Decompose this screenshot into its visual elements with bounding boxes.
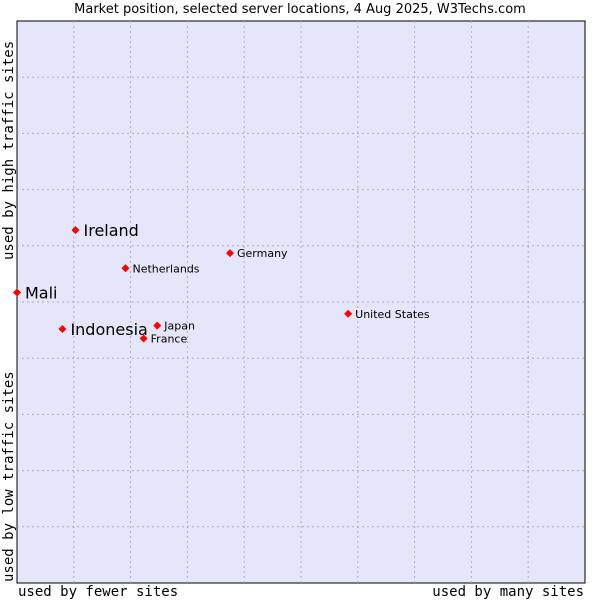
data-point-marker	[153, 321, 162, 330]
data-point-marker	[139, 334, 148, 343]
data-point-marker	[344, 309, 353, 318]
data-point-label: Germany	[237, 247, 288, 260]
x-axis-label-high: used by many sites	[432, 584, 584, 600]
data-point-label: Japan	[163, 320, 195, 333]
chart-title: Market position, selected server locatio…	[74, 2, 526, 17]
y-axis-label-high: used by high traffic sites	[1, 40, 17, 260]
data-points: Ireland Mali Indonesia Germany Netherlands Un…	[13, 221, 430, 346]
data-point-label: France	[151, 333, 188, 346]
data-point-label: Mali	[25, 283, 58, 302]
data-point-label: Netherlands	[132, 262, 199, 275]
data-point-label: Indonesia	[70, 320, 147, 339]
data-point-marker	[71, 226, 80, 235]
x-axis-label-low: used by fewer sites	[18, 584, 179, 600]
grid-lines	[17, 21, 585, 583]
data-point-marker	[121, 264, 130, 273]
data-point-marker	[13, 288, 21, 297]
y-axis-label-low: used by low traffic sites	[1, 371, 17, 582]
data-point-label: Ireland	[84, 221, 139, 240]
data-point-marker	[58, 324, 67, 333]
data-point-marker	[226, 249, 234, 258]
data-point-label: United States	[355, 308, 430, 321]
